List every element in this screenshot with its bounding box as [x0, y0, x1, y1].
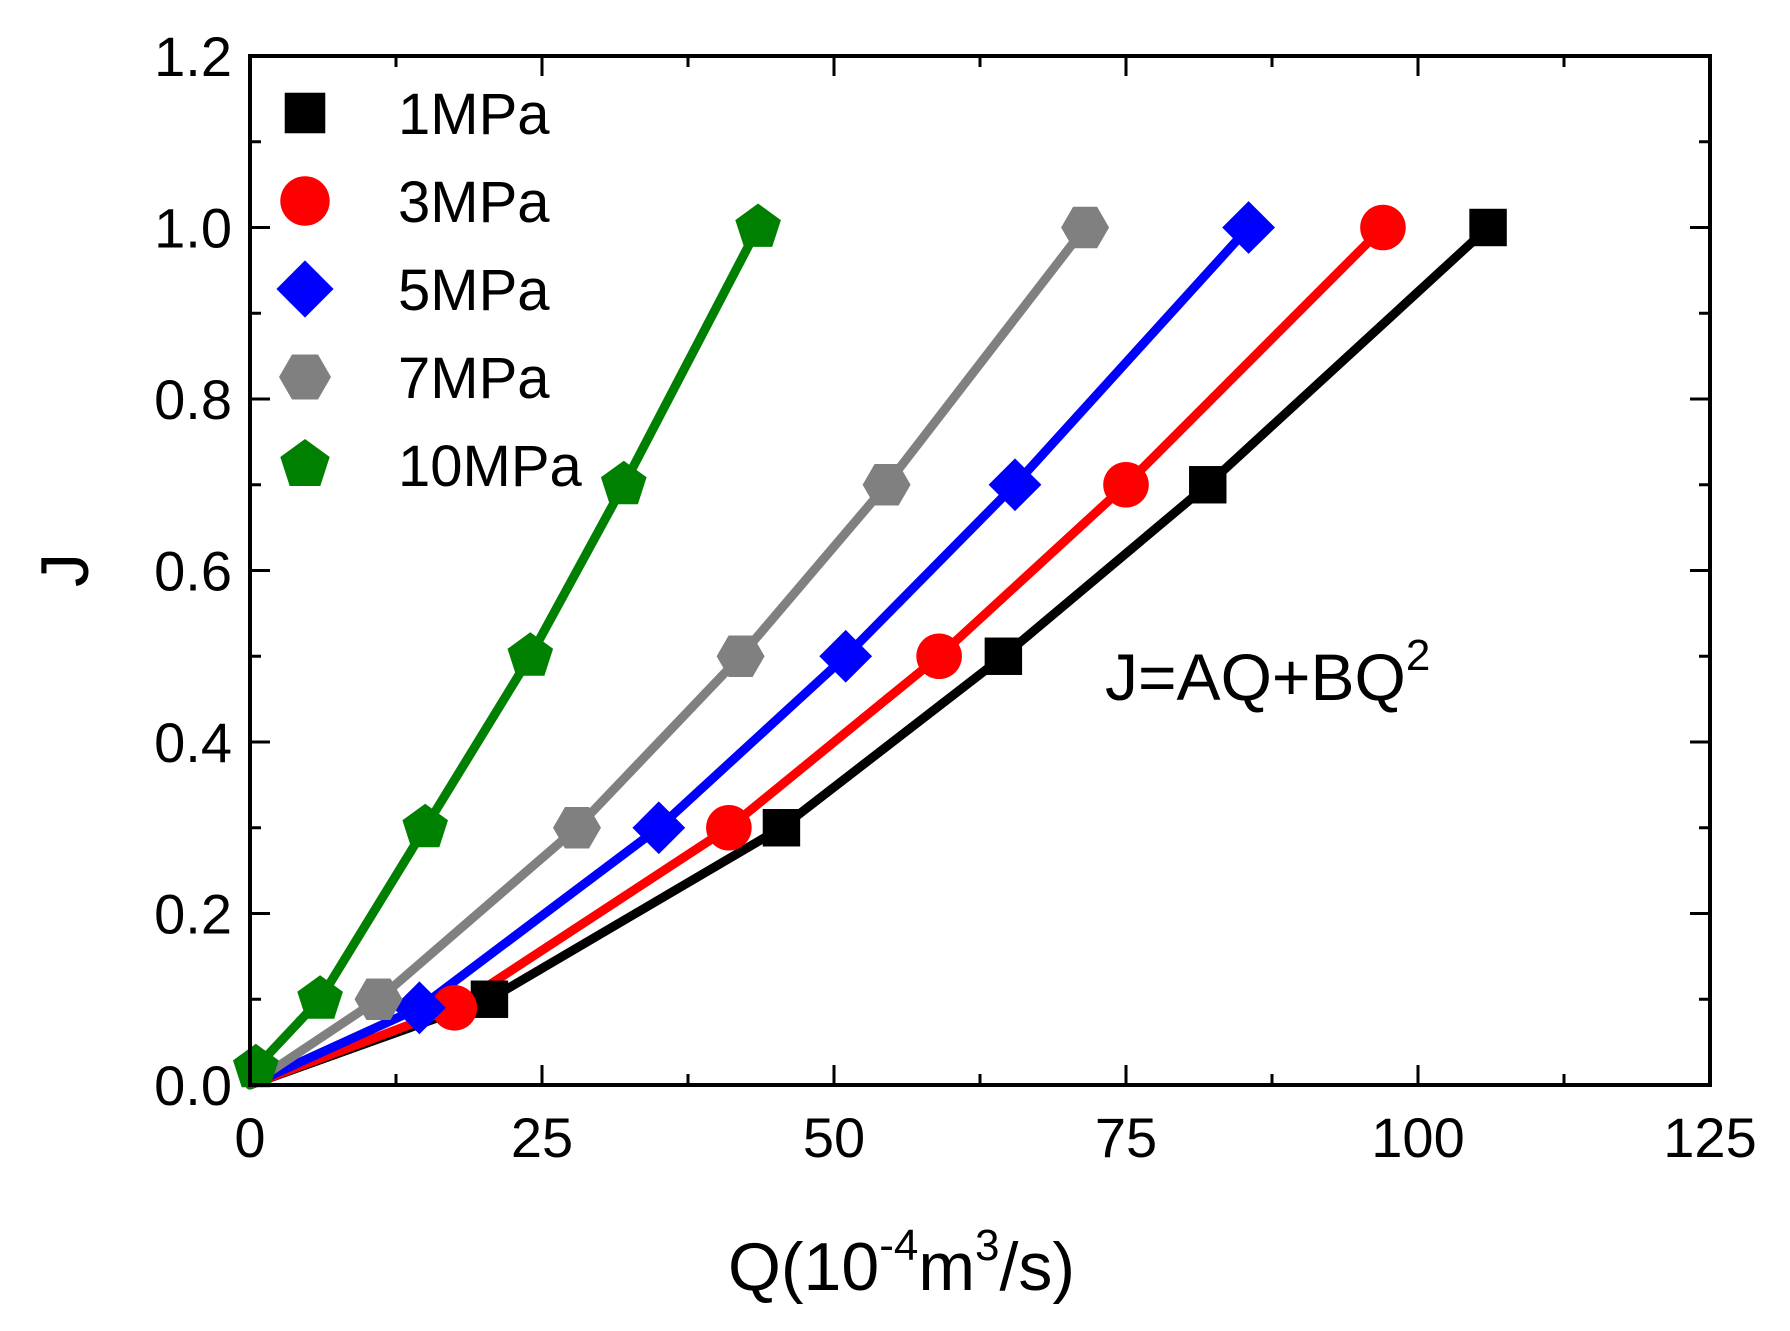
data-point-7MPa	[716, 635, 765, 677]
data-point-5MPa	[819, 629, 873, 683]
data-point-3MPa	[1103, 461, 1149, 508]
series-line-5MPa	[245, 223, 1254, 1090]
data-point-10MPa	[233, 1043, 279, 1088]
data-point-10MPa	[297, 975, 343, 1019]
data-point-7MPa	[553, 807, 601, 849]
x-tick-label: 100	[1371, 1106, 1464, 1169]
y-tick-label: 0.2	[154, 883, 232, 946]
legend-label-5MPa: 5MPa	[398, 258, 550, 323]
data-point-5MPa	[988, 458, 1042, 512]
y-tick-label: 1.2	[154, 25, 232, 88]
data-point-3MPa	[706, 804, 752, 851]
x-tick-label: 0	[234, 1106, 265, 1169]
data-point-10MPa	[735, 203, 781, 247]
data-point-10MPa	[507, 632, 554, 676]
x-tick-label: 125	[1663, 1106, 1756, 1169]
data-point-5MPa	[632, 801, 686, 855]
legend-marker-3MPa	[280, 176, 330, 226]
legend-label-7MPa: 7MPa	[398, 346, 550, 411]
legend-marker-5MPa	[276, 260, 334, 318]
x-axis-title: Q(10-4m3/s)	[728, 1221, 1075, 1305]
data-point-7MPa	[862, 464, 911, 506]
series-markers	[233, 201, 1507, 1088]
legend-label-3MPa: 3MPa	[398, 170, 550, 235]
plot-frame	[248, 54, 1712, 1087]
legend-marker-1MPa	[284, 92, 326, 134]
legend-marker-10MPa	[280, 439, 330, 486]
y-tick-label: 0.0	[154, 1054, 232, 1117]
x-tick-label: 75	[1095, 1106, 1157, 1169]
data-point-1MPa	[470, 980, 509, 1018]
tick-labels: 0 25 50 75 100 125 0.0 0.2 0.4 0.6 0.8 1.0 1.2	[154, 25, 1757, 1169]
equation-annotation: J=AQ+BQ2	[1105, 631, 1430, 714]
series-line-7MPa	[245, 223, 1090, 1090]
x-tick-label: 50	[803, 1106, 865, 1169]
data-point-1MPa	[1189, 466, 1227, 504]
y-tick-label: 0.4	[154, 711, 232, 774]
data-point-7MPa	[354, 978, 403, 1020]
x-tick-label: 25	[511, 1106, 573, 1169]
data-point-5MPa	[1222, 201, 1275, 254]
data-point-1MPa	[1469, 208, 1507, 247]
data-point-10MPa	[402, 803, 448, 848]
data-point-3MPa	[431, 985, 478, 1031]
y-axis-title: J	[27, 553, 103, 587]
legend-label-1MPa: 1MPa	[398, 82, 550, 147]
data-point-1MPa	[762, 809, 801, 847]
y-tick-label: 0.6	[154, 540, 232, 603]
y-tick-label: 0.8	[154, 368, 232, 431]
legend-label-10MPa: 10MPa	[398, 434, 583, 499]
y-tick-label: 1.0	[154, 197, 232, 260]
data-point-10MPa	[600, 460, 647, 505]
legend-marker-7MPa	[279, 354, 331, 400]
data-point-3MPa	[916, 633, 962, 680]
legend: 1MPa 3MPa 5MPa 7MPa 10MPa	[276, 82, 583, 499]
data-point-1MPa	[984, 637, 1023, 675]
data-point-3MPa	[1360, 204, 1406, 251]
data-point-5MPa	[393, 981, 446, 1035]
data-point-7MPa	[1061, 206, 1110, 249]
